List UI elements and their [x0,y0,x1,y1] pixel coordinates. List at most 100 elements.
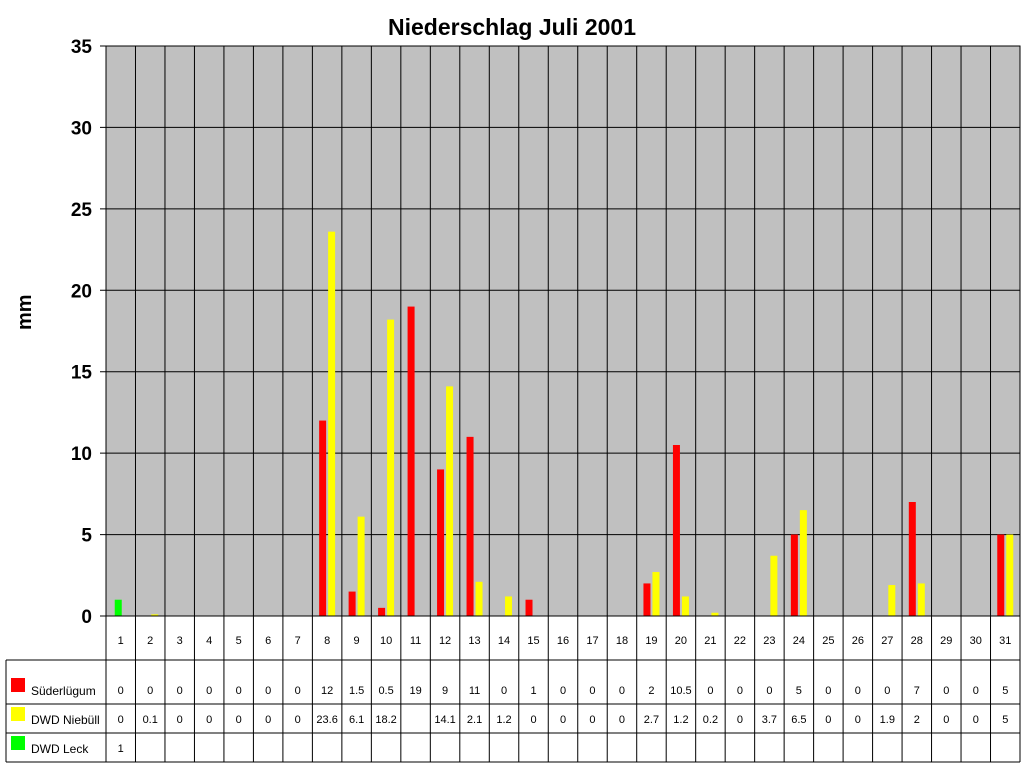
chart-title: Niederschlag Juli 2001 [387,14,636,40]
table-cell: 2 [648,685,654,697]
legend-label: DWD Niebüll [31,713,100,727]
legend-key [11,678,25,692]
y-tick-label: 20 [71,281,92,302]
table-cell: 19 [409,685,421,697]
table-cell: 0 [855,685,861,697]
bar-dwd-nieb-ll [917,583,925,616]
bar-dwd-nieb-ll [799,510,807,616]
table-cell: 1.2 [673,714,688,726]
x-tick-label: 2 [147,635,153,647]
x-tick-label: 16 [557,635,569,647]
table-cell: 0 [265,714,271,726]
legend-key [11,736,25,750]
legend-key [11,707,25,721]
table-cell: 5 [796,685,802,697]
x-tick-label: 29 [940,635,952,647]
x-tick-label: 25 [822,635,834,647]
table-cell: 0 [295,714,301,726]
table-cell: 5 [1002,714,1008,726]
x-tick-label: 28 [911,635,923,647]
table-cell: 0 [943,685,949,697]
table-cell: 0 [825,685,831,697]
x-tick-label: 1 [118,635,124,647]
x-tick-label: 9 [354,635,360,647]
x-tick-label: 6 [265,635,271,647]
x-tick-label: 19 [645,635,657,647]
bar-dwd-leck [114,599,122,616]
x-tick-label: 8 [324,635,330,647]
table-cell: 0 [177,685,183,697]
bar-dwd-nieb-ll [888,585,896,616]
table-cell: 0 [265,685,271,697]
x-tick-label: 3 [177,635,183,647]
bar-s-derl-gum [437,469,445,616]
bar-dwd-nieb-ll [475,581,483,616]
table-cell: 0 [560,685,566,697]
bar-s-derl-gum [790,534,798,616]
y-tick-label: 25 [71,200,93,221]
table-cell: 14.1 [434,714,455,726]
y-tick-label: 0 [81,607,92,628]
x-tick-label: 10 [380,635,392,647]
table-cell: 23.6 [316,714,337,726]
table-cell: 0 [206,714,212,726]
x-tick-label: 24 [793,635,805,647]
table-cell: 0.2 [703,714,718,726]
table-cell: 2 [914,714,920,726]
bar-s-derl-gum [348,591,356,616]
x-tick-label: 23 [763,635,775,647]
bar-dwd-nieb-ll [770,555,778,616]
plot-area [106,46,1020,616]
bar-dwd-nieb-ll [328,231,336,616]
y-tick-label: 10 [71,444,92,465]
table-cell: 11 [469,685,480,697]
table-cell: 0 [295,685,301,697]
table-cell: 0 [530,714,536,726]
table-cell: 0 [766,685,772,697]
bar-dwd-nieb-ll [711,612,719,616]
table-cell: 6.1 [349,714,364,726]
table-cell: 18.2 [375,714,396,726]
x-tick-label: 26 [852,635,864,647]
table-cell: 0 [943,714,949,726]
table-cell: 0 [147,685,153,697]
bar-s-derl-gum [466,436,474,616]
bar-dwd-nieb-ll [357,516,365,616]
legend-label: DWD Leck [31,742,89,756]
x-tick-label: 11 [410,635,421,647]
bar-s-derl-gum [672,445,680,616]
table-cell: 7 [914,685,920,697]
table-cell: 5 [1002,685,1008,697]
table-cell: 1.9 [880,714,895,726]
bar-dwd-nieb-ll [1006,534,1014,616]
table-cell: 1 [530,685,536,697]
table-cell: 6.5 [791,714,806,726]
table-cell: 0 [619,685,625,697]
bar-s-derl-gum [643,583,651,616]
table-cell: 0 [737,685,743,697]
table-cell: 0 [619,714,625,726]
x-tick-label: 17 [586,635,598,647]
bar-dwd-nieb-ll [652,572,660,616]
y-tick-label: 5 [81,526,92,547]
table-cell: 12 [321,685,333,697]
table-cell: 0 [589,685,595,697]
table-cell: 0 [589,714,595,726]
y-tick-label: 15 [71,363,93,384]
x-tick-label: 14 [498,635,510,647]
y-tick-label: 30 [71,118,92,139]
table-cell: 0 [707,685,713,697]
bar-dwd-nieb-ll [505,596,513,616]
x-tick-label: 18 [616,635,628,647]
table-cell: 0 [560,714,566,726]
bar-s-derl-gum [908,502,916,616]
bar-dwd-nieb-ll [387,319,395,616]
bar-dwd-nieb-ll [681,596,689,616]
table-cell: 0 [973,685,979,697]
x-tick-label: 15 [527,635,539,647]
table-cell: 2.7 [644,714,659,726]
table-cell: 0 [177,714,183,726]
bar-dwd-nieb-ll [446,386,454,616]
x-tick-label: 30 [970,635,982,647]
